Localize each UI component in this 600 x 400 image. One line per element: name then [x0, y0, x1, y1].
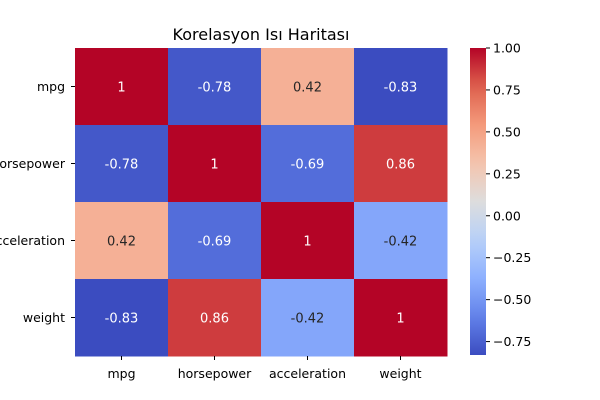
cell-value-label-2-1: -0.69 [198, 235, 232, 250]
colorbar-tick-label-6: −0.50 [493, 292, 531, 307]
cell-value-label-1-1: 1 [210, 158, 218, 173]
y-tick-label-3: weight [23, 310, 65, 325]
colorbar: 1.00 0.75 0.50 0.25 0.00 −0.25 −0.50 −0.75 [470, 41, 531, 356]
colorbar-tick-label-3: 0.25 [493, 166, 521, 181]
x-tick-label-2: acceleration [269, 366, 346, 381]
cell-value-label-2-0: 0.42 [107, 235, 136, 250]
cell-value-label-0-3: -0.83 [384, 81, 418, 96]
cell-value-label-0-2: 0.42 [293, 81, 322, 96]
colorbar-tick-label-5: −0.25 [493, 250, 531, 265]
cell-value-label-1-2: -0.69 [291, 158, 325, 173]
y-tick-label-2: acceleration [0, 233, 65, 248]
y-axis: mpg horsepower acceleration weight [0, 79, 75, 325]
y-tick-label-1: horsepower [0, 156, 66, 171]
colorbar-tick-label-1: 0.75 [493, 82, 521, 97]
colorbar-tick-label-7: −0.75 [493, 334, 531, 349]
x-axis: mpg horsepower acceleration weight [107, 356, 421, 381]
x-tick-label-0: mpg [107, 366, 135, 381]
cell-value-label-1-0: -0.78 [105, 158, 139, 173]
chart-title: Korelasyon Isı Haritası [173, 25, 350, 44]
x-tick-label-3: weight [379, 366, 421, 381]
cell-value-label-2-3: -0.42 [384, 235, 418, 250]
cell-value-label-3-3: 1 [396, 312, 404, 327]
colorbar-tick-label-4: 0.00 [493, 208, 521, 223]
colorbar-tick-label-0: 1.00 [493, 41, 521, 56]
colorbar-gradient [470, 48, 486, 355]
cell-value-label-0-0: 1 [117, 81, 125, 96]
cell-value-label-3-1: 0.86 [200, 312, 229, 327]
cell-value-label-0-1: -0.78 [198, 81, 232, 96]
x-tick-label-1: horsepower [178, 366, 252, 381]
cell-value-label-2-2: 1 [303, 235, 311, 250]
cell-value-label-3-2: -0.42 [291, 312, 325, 327]
cell-value-label-3-0: -0.83 [105, 312, 139, 327]
cell-value-label-1-3: 0.86 [386, 158, 415, 173]
y-tick-label-0: mpg [37, 79, 65, 94]
colorbar-tick-label-2: 0.50 [493, 124, 521, 139]
